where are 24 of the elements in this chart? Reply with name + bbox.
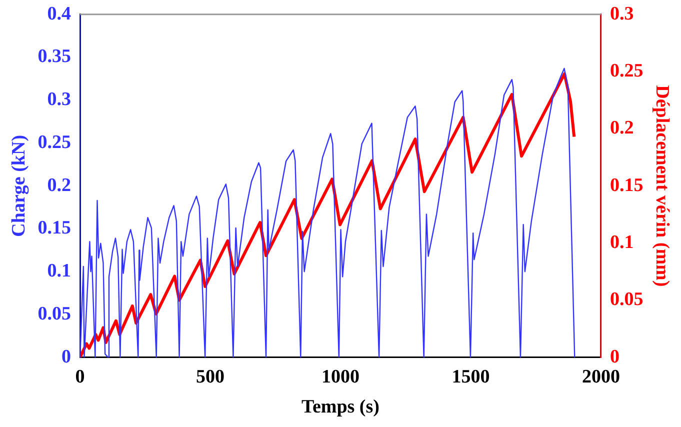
y-tick-label: 0.15 [38,218,72,239]
x-tick-label: 1500 [452,366,490,388]
y2-tick-label: 0.1 [610,232,634,253]
y-tick-label: 0.25 [38,132,72,153]
y2-tick-label: 0.25 [610,60,644,82]
y-tick-label: 0.35 [38,46,72,68]
y2-tick-label: 0.3 [610,3,634,24]
y-tick-label: 0.05 [38,303,72,324]
y2-tick-label: 0.15 [610,174,644,196]
y2-tick-label: 0.05 [610,289,644,310]
x-axis-title: Temps (s) [302,396,380,418]
y2-axis-title: Déplacement vérin (mm) [652,85,673,287]
x-tick-label: 0 [75,366,85,388]
y-tick-label: 0 [62,346,72,368]
y-tick-label: 0.1 [47,260,72,282]
y-tick-label: 0.2 [47,174,72,196]
y-tick-label: 0.3 [47,89,72,110]
y2-tick-label: 0 [610,346,620,368]
x-tick-label: 2000 [582,366,620,388]
y-axis-title: Charge (kN) [8,134,30,237]
x-tick-label: 500 [196,366,225,388]
y-tick-label: 0.4 [47,3,72,24]
y2-tick-label: 0.2 [610,118,634,139]
x-tick-label: 1000 [322,366,360,388]
